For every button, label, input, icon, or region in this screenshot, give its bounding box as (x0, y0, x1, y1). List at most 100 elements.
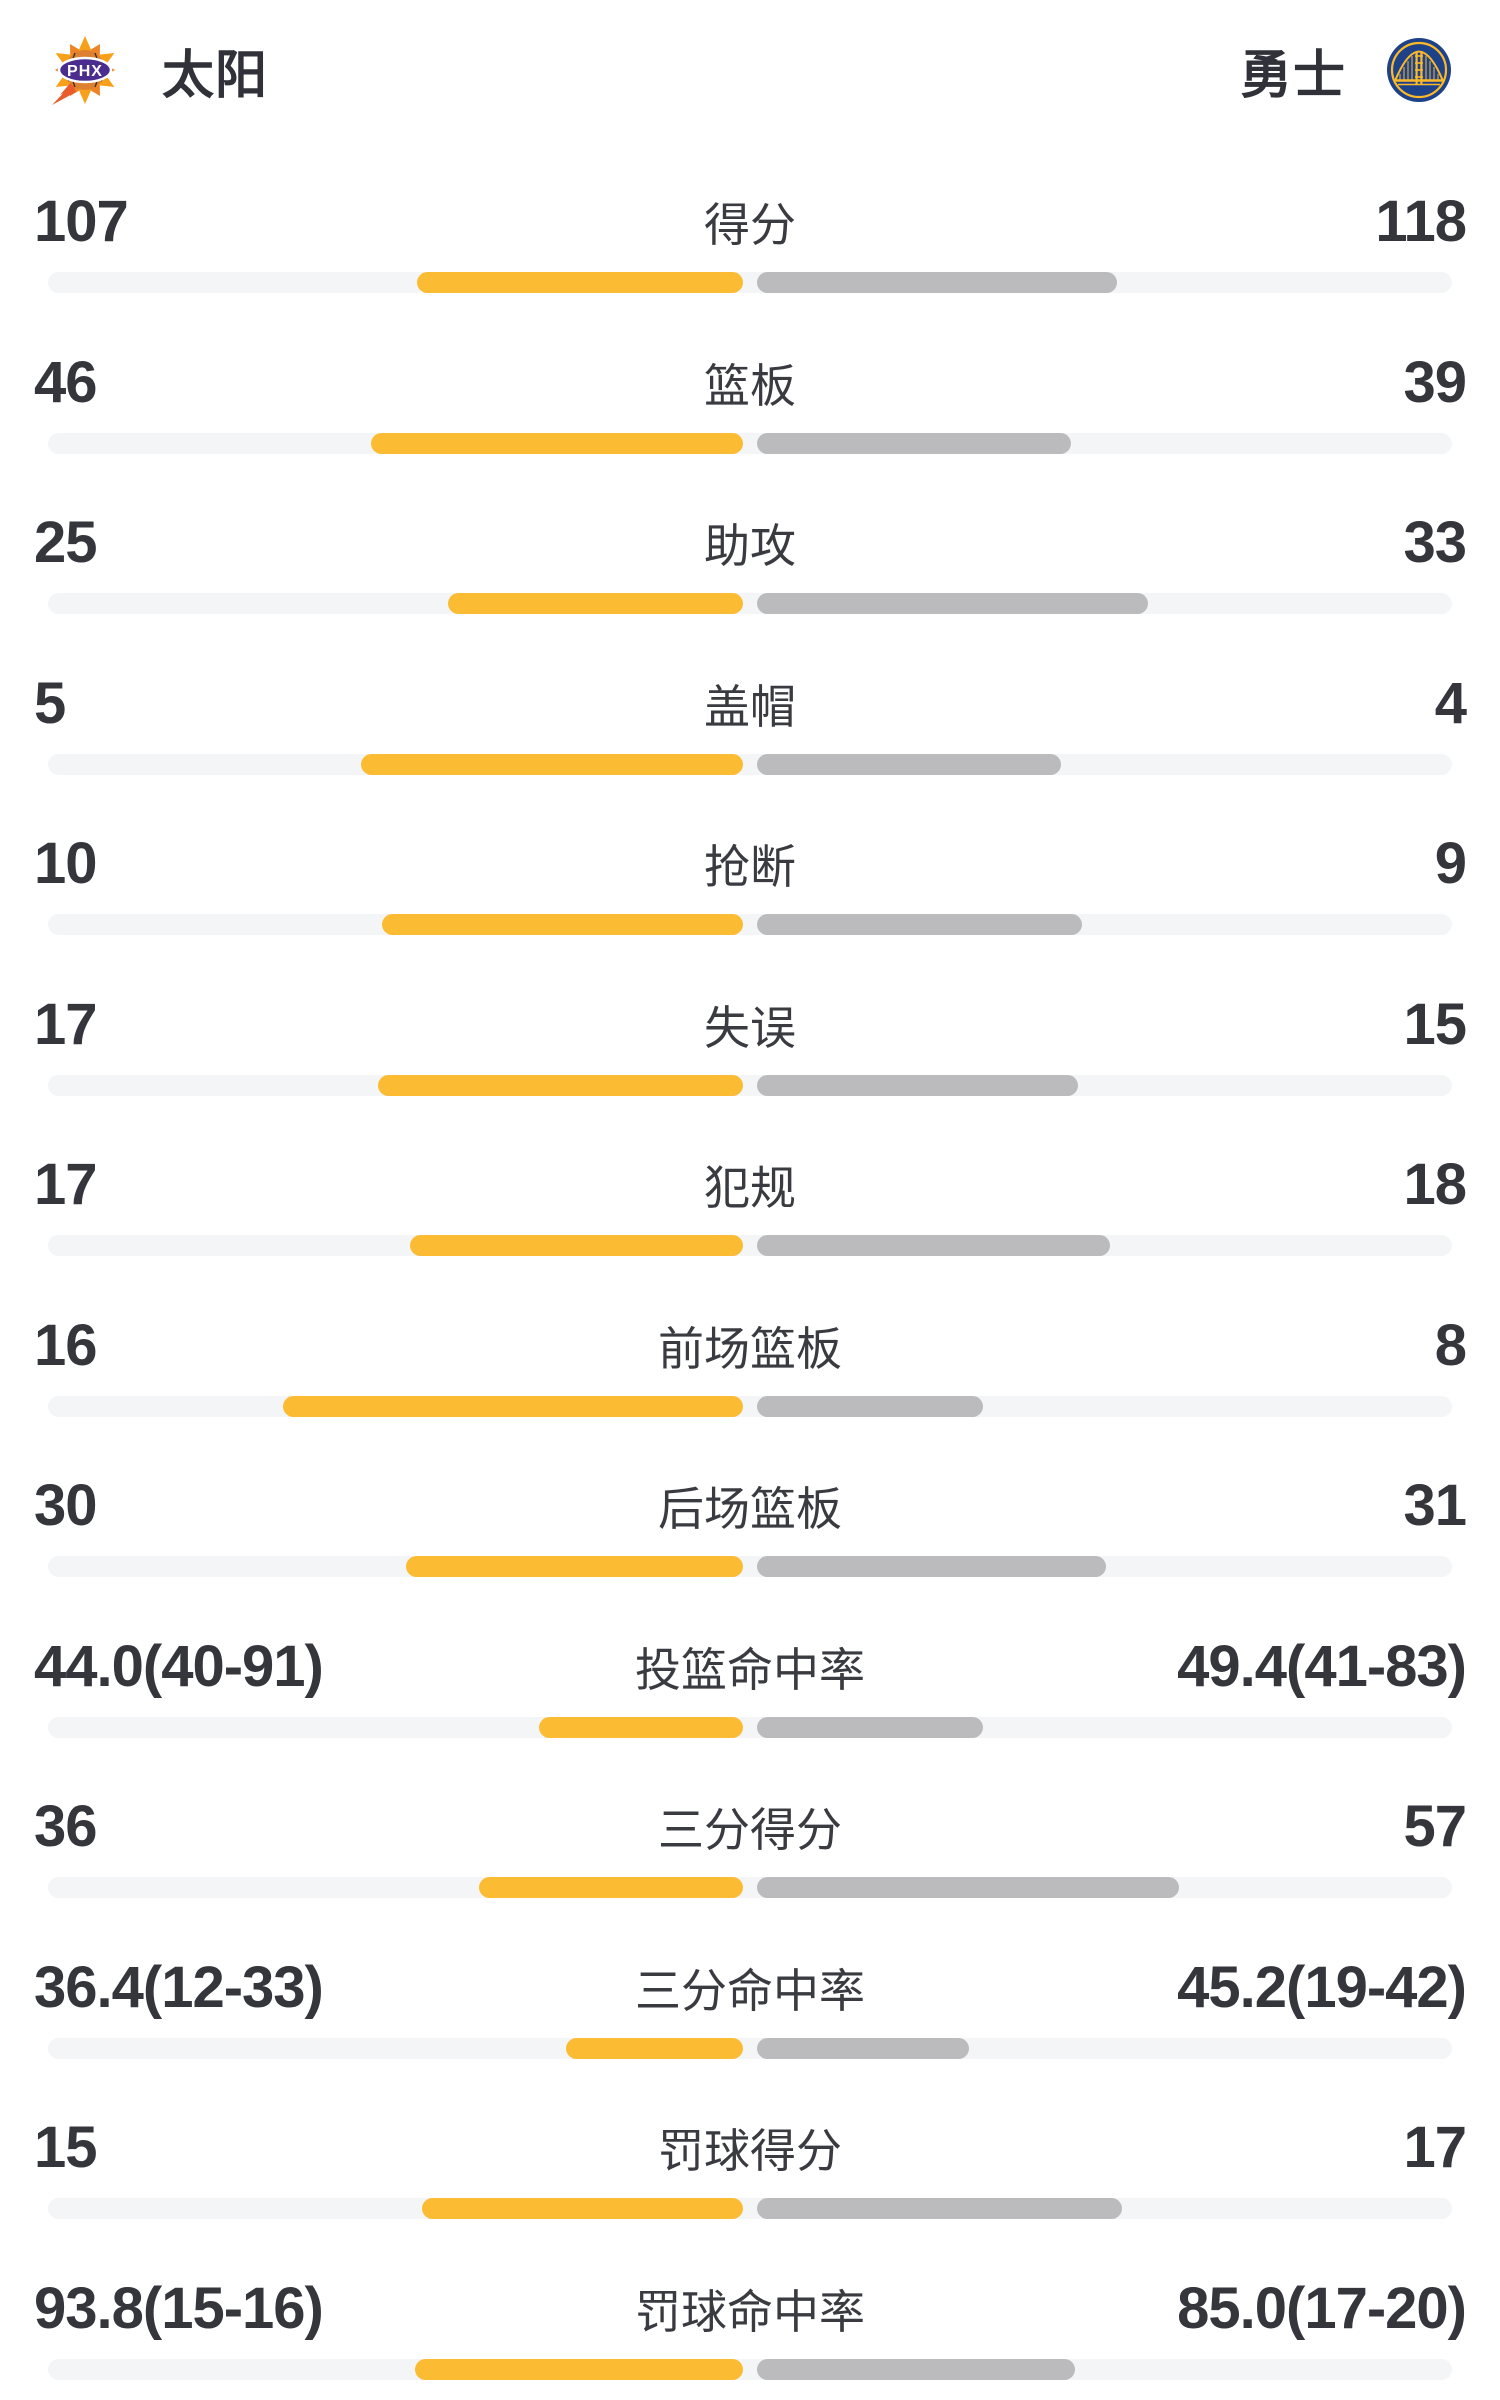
stat-label: 犯规 (704, 1162, 796, 1214)
stat-row: 16 前场篮板 8 (0, 1312, 1500, 1476)
bar-track (48, 593, 1452, 614)
right-bar (757, 432, 1071, 454)
right-value: 45.2(19-42) (1177, 1954, 1467, 2020)
right-bar (757, 1556, 1106, 1577)
left-bar (539, 1716, 743, 1738)
left-bar (448, 593, 743, 614)
stat-label: 三分命中率 (635, 1964, 865, 2017)
right-bar (757, 1074, 1078, 1096)
left-value: 93.8(15-16) (34, 2275, 324, 2341)
bar-track (48, 914, 1452, 935)
left-value: 30 (34, 1473, 98, 1538)
stat-row: 5 盖帽 4 (0, 670, 1500, 834)
bar-track (48, 1074, 1452, 1096)
left-bar (417, 272, 743, 293)
left-bar (371, 432, 743, 454)
stat-line: 16 前场篮板 8 (0, 1312, 1500, 1378)
bar-track (48, 1235, 1452, 1256)
stat-line: 46 篮板 39 (0, 349, 1500, 415)
stat-label: 罚球得分 (658, 2125, 842, 2177)
left-bar (422, 2198, 743, 2219)
right-value: 33 (1403, 510, 1467, 575)
right-value: 4 (1434, 670, 1467, 736)
bar-track (48, 1716, 1452, 1738)
stat-row: 10 抢断 9 (0, 833, 1500, 994)
stat-row: 36.4(12-33) 三分命中率 45.2(19-42) (0, 1954, 1500, 2118)
left-value: 36.4(12-33) (34, 1954, 324, 2020)
stat-line: 36 三分得分 57 (0, 1796, 1500, 1858)
stat-row: 25 助攻 33 (0, 512, 1500, 673)
bar-track (48, 753, 1452, 775)
bar-track (48, 432, 1452, 454)
right-value: 118 (1375, 189, 1467, 254)
left-value: 44.0(40-91) (34, 1633, 324, 1699)
right-value: 39 (1403, 349, 1467, 415)
team-right: 勇士 (1240, 30, 1452, 110)
right-bar (757, 2198, 1122, 2219)
stat-line: 93.8(15-16) 罚球命中率 85.0(17-20) (0, 2275, 1500, 2341)
bar-track (48, 2358, 1452, 2380)
right-value: 18 (1403, 1152, 1467, 1217)
stat-line: 15 罚球得分 17 (0, 2117, 1500, 2179)
stat-label: 三分得分 (658, 1804, 842, 1856)
stat-label: 后场篮板 (658, 1483, 842, 1535)
right-bar (757, 272, 1117, 293)
right-value: 57 (1403, 1794, 1467, 1859)
right-value: 31 (1403, 1473, 1467, 1538)
bar-track (48, 1877, 1452, 1898)
right-value: 15 (1403, 991, 1467, 1057)
left-bar (415, 2358, 743, 2380)
stat-label: 投篮命中率 (635, 1643, 865, 1696)
team-left: PHX 太阳 (48, 30, 268, 110)
right-bar (757, 914, 1082, 935)
stat-line: 17 失误 15 (0, 991, 1500, 1057)
svg-text:PHX: PHX (67, 63, 103, 80)
stat-label: 篮板 (704, 359, 796, 412)
stat-row: 46 篮板 39 (0, 349, 1500, 513)
left-value: 10 (34, 831, 98, 896)
right-value: 49.4(41-83) (1177, 1633, 1467, 1699)
bar-track (48, 2198, 1452, 2219)
bar-track (48, 1556, 1452, 1577)
stat-row: 17 失误 15 (0, 991, 1500, 1155)
left-value: 46 (34, 349, 98, 415)
stat-label: 助攻 (704, 520, 796, 572)
right-bar (757, 753, 1061, 775)
left-value: 16 (34, 1312, 98, 1378)
stat-label: 罚球命中率 (635, 2285, 865, 2338)
stat-line: 44.0(40-91) 投篮命中率 49.4(41-83) (0, 1633, 1500, 1699)
stat-row: 30 后场篮板 31 (0, 1475, 1500, 1636)
left-bar (479, 1877, 743, 1898)
left-bar (283, 1395, 743, 1417)
right-bar (757, 1395, 983, 1417)
left-value: 107 (34, 189, 129, 254)
stat-row: 17 犯规 18 (0, 1154, 1500, 1315)
team-left-name: 太阳 (162, 46, 269, 105)
team-right-name: 勇士 (1239, 46, 1346, 105)
left-value: 17 (34, 1152, 98, 1217)
right-bar (757, 1877, 1179, 1898)
stat-line: 25 助攻 33 (0, 512, 1500, 574)
left-bar (382, 914, 743, 935)
right-bar (757, 1716, 983, 1738)
stat-label: 抢断 (704, 841, 796, 893)
right-value: 17 (1403, 2115, 1467, 2180)
stat-line: 5 盖帽 4 (0, 670, 1500, 736)
left-bar (361, 753, 743, 775)
stat-row: 107 得分 118 (0, 191, 1500, 352)
stat-line: 17 犯规 18 (0, 1154, 1500, 1216)
left-value: 15 (34, 2115, 98, 2180)
right-value: 85.0(17-20) (1177, 2275, 1467, 2341)
bar-track (48, 2037, 1452, 2059)
left-value: 36 (34, 1794, 98, 1859)
stat-label: 前场篮板 (658, 1322, 842, 1375)
left-value: 17 (34, 991, 98, 1057)
stat-label: 失误 (704, 1001, 796, 1054)
phoenix-suns-logo-icon: PHX (52, 36, 115, 105)
right-bar (757, 1235, 1110, 1256)
stats-list: 107 得分 118 46 篮板 39 25 助攻 33 (0, 191, 1500, 2400)
left-value: 25 (34, 510, 98, 575)
stat-row: 15 罚球得分 17 (0, 2117, 1500, 2278)
right-bar (757, 593, 1148, 614)
